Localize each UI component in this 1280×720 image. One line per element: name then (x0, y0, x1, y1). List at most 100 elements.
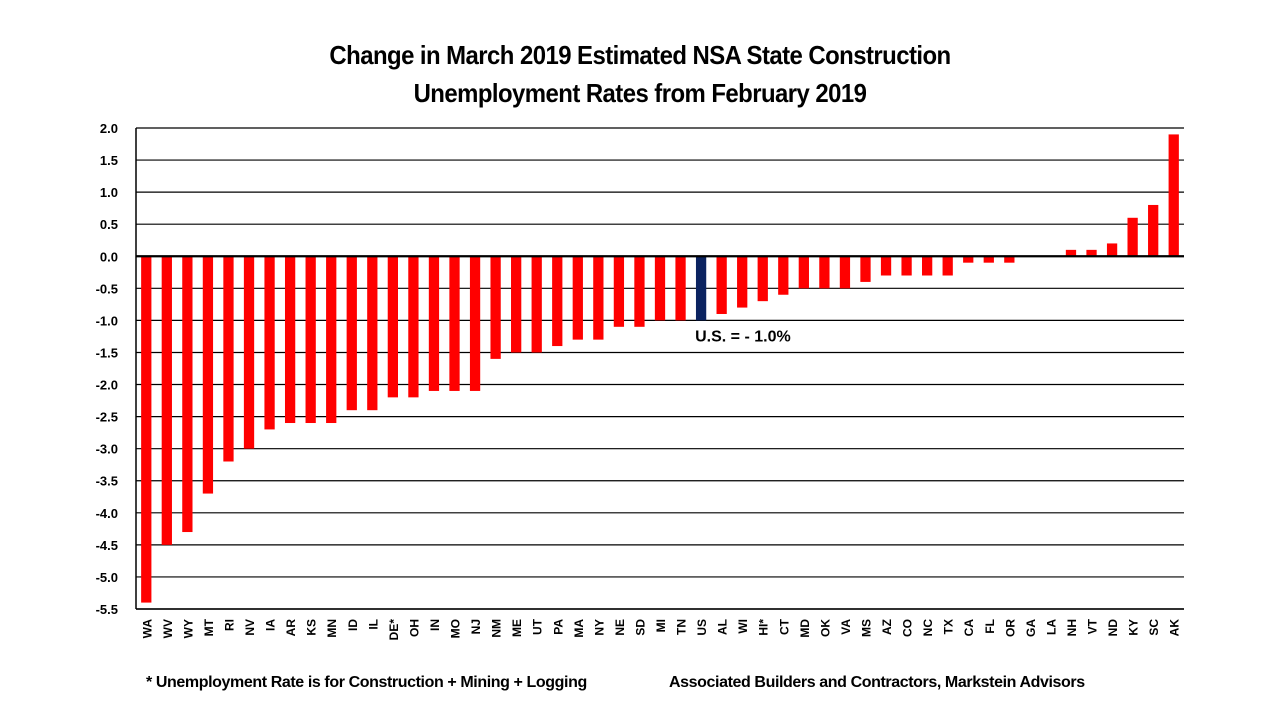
x-tick-label: AZ (880, 619, 894, 635)
x-tick-label: SC (1147, 619, 1161, 636)
chart-title-line-2: Unemployment Rates from February 2019 (413, 78, 867, 108)
y-tick-label: 1.5 (100, 153, 118, 168)
x-tick-label: UT (531, 618, 545, 635)
bar-hi (757, 256, 768, 302)
bar-nd (1106, 243, 1118, 257)
x-tick-label: AK (1168, 619, 1182, 637)
x-tick-label: FL (983, 619, 997, 634)
x-tick-label: MD (798, 619, 812, 638)
x-tick-label: WV (161, 619, 175, 638)
bar-mn (326, 256, 337, 424)
x-tick-label: ID (346, 619, 360, 631)
x-tick-label: US (695, 619, 709, 636)
y-tick-label: -5.5 (96, 602, 118, 617)
bar-id (346, 256, 357, 411)
x-tick-label: AL (716, 619, 730, 635)
y-tick-label: -5.0 (96, 570, 118, 585)
x-tick-label: OK (818, 619, 832, 637)
x-tick-label: MS (859, 619, 873, 637)
x-tick-label: VA (839, 619, 853, 635)
bar-us (695, 256, 707, 321)
bar-wi (737, 256, 748, 308)
bar-ri (223, 256, 234, 462)
annotations: U.S. = - 1.0% (695, 329, 791, 346)
bar-or (1004, 256, 1015, 263)
bar-de (387, 256, 398, 398)
bar-co (901, 256, 912, 276)
bar-ia (264, 256, 275, 430)
y-tick-label: -2.5 (96, 410, 118, 425)
bar-az (880, 256, 892, 276)
y-tick-labels: 2.0 1.5 1.0 0.5 0.0 -0.5 -1.0 -1.5 -2.0 -2.5 -3.0 -… (96, 121, 118, 617)
bar-in (428, 256, 440, 391)
x-tick-label: TN (675, 619, 689, 635)
bar-ne (613, 256, 625, 327)
x-tick-label: RI (222, 619, 236, 631)
x-tick-label: NV (243, 619, 257, 636)
axes (135, 128, 1184, 610)
bar-ny (593, 256, 604, 340)
x-tick-label: WA (140, 619, 154, 639)
x-tick-label: KS (305, 619, 319, 636)
x-tick-label: ME (510, 619, 524, 637)
x-tick-label: ND (1106, 619, 1120, 637)
bar-nh (1065, 249, 1077, 257)
bar-sd (634, 256, 645, 327)
x-tick-labels: WA WV WY MT RI NV IA AR KS MN ID IL DE* OH IN MO NJ NM ME U… (140, 618, 1181, 640)
bar-nm (490, 256, 501, 359)
chart-title: Change in March 2019 Estimated NSA State… (51, 36, 1229, 112)
bar-il (367, 256, 378, 411)
bar-ct (778, 256, 789, 295)
y-tick-label: -1.5 (96, 345, 118, 360)
x-tick-label: GA (1024, 619, 1038, 637)
x-tick-label: OR (1003, 619, 1017, 637)
chart-title-line-1: Change in March 2019 Estimated NSA State… (329, 40, 951, 70)
x-tick-label: NE (613, 619, 627, 636)
x-tick-label: MA (572, 619, 586, 638)
y-tick-label: -0.5 (96, 281, 118, 296)
bar-md (798, 256, 809, 289)
bar-wv (161, 256, 172, 545)
x-tick-label: IA (264, 619, 278, 631)
x-tick-label: CO (901, 619, 915, 637)
x-tick-label: NH (1065, 619, 1079, 636)
bar-tn (675, 256, 686, 321)
y-tick-label: 0.0 (100, 249, 118, 264)
x-tick-label: KY (1127, 619, 1141, 636)
bar-nc (922, 256, 933, 276)
bar-ut (531, 256, 542, 353)
bar-wa (141, 256, 152, 603)
footnote: * Unemployment Rate is for Construction … (146, 674, 587, 691)
x-tick-label: MT (202, 618, 216, 636)
bar-ks (305, 256, 316, 424)
us-annotation: U.S. = - 1.0% (695, 329, 791, 346)
x-tick-label: HI* (757, 619, 771, 636)
x-tick-label: WY (181, 619, 195, 638)
x-tick-label: DE* (387, 619, 401, 641)
x-tick-label: WI (736, 619, 750, 634)
bar-ar (284, 256, 296, 424)
y-tick-label: 0.5 (100, 217, 118, 232)
bar-ma (572, 256, 583, 340)
bar-sc (1148, 204, 1159, 257)
x-tick-label: TX (942, 619, 956, 634)
bar-wy (182, 256, 193, 533)
y-tick-label: -1.0 (96, 313, 118, 328)
x-tick-label: PA (551, 619, 565, 635)
bar-me (511, 256, 522, 353)
bar-mt (202, 256, 214, 494)
x-tick-label: IN (428, 619, 442, 631)
x-tick-label: AR (284, 619, 298, 637)
y-tick-label: -3.0 (96, 442, 118, 457)
bar-nv (243, 256, 255, 449)
bar-ky (1127, 217, 1138, 257)
bar-ms (860, 256, 871, 282)
bar-ca (963, 256, 974, 263)
y-tick-label: 1.0 (100, 185, 118, 200)
x-tick-label: CT (777, 618, 791, 635)
y-tick-label: -3.5 (96, 474, 118, 489)
y-tick-label: -4.5 (96, 538, 118, 553)
bar-mo (449, 256, 460, 391)
bar-fl (983, 256, 994, 263)
